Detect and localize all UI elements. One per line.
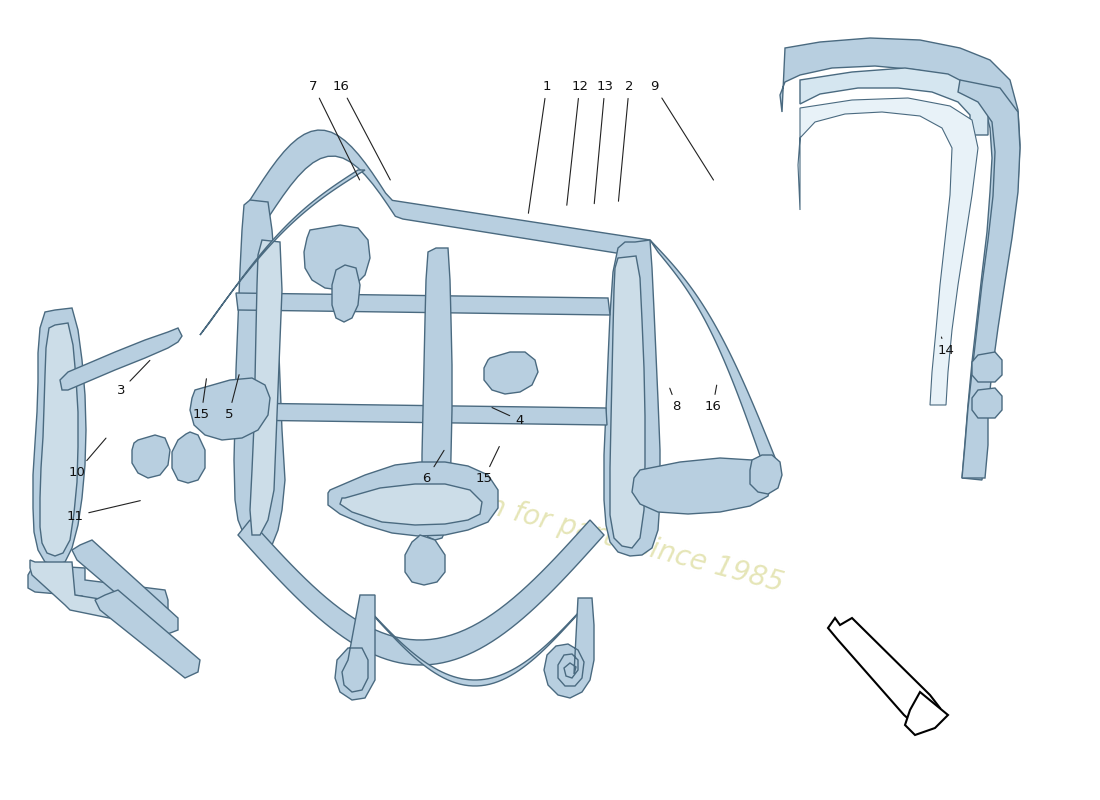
Text: 4: 4 xyxy=(492,407,524,426)
Polygon shape xyxy=(332,265,360,322)
Polygon shape xyxy=(250,130,650,256)
Polygon shape xyxy=(28,565,168,615)
Polygon shape xyxy=(235,403,607,425)
Polygon shape xyxy=(972,388,1002,418)
Polygon shape xyxy=(360,600,590,686)
Polygon shape xyxy=(484,352,538,394)
Polygon shape xyxy=(95,590,200,678)
Text: 5: 5 xyxy=(224,374,239,421)
Polygon shape xyxy=(236,293,611,315)
Polygon shape xyxy=(800,68,988,135)
Polygon shape xyxy=(30,560,168,630)
Polygon shape xyxy=(336,595,375,700)
Text: 3: 3 xyxy=(117,361,150,397)
Polygon shape xyxy=(610,256,645,548)
Polygon shape xyxy=(234,200,285,548)
Polygon shape xyxy=(828,618,940,722)
Polygon shape xyxy=(750,455,782,494)
Polygon shape xyxy=(905,692,948,735)
Text: 13: 13 xyxy=(594,80,614,204)
Text: EUROIMAGES: EUROIMAGES xyxy=(176,402,924,498)
Polygon shape xyxy=(304,225,370,290)
Polygon shape xyxy=(544,598,594,698)
Polygon shape xyxy=(958,80,1020,478)
Polygon shape xyxy=(200,170,365,335)
Polygon shape xyxy=(132,435,170,478)
Polygon shape xyxy=(650,240,780,470)
Polygon shape xyxy=(798,98,978,405)
Polygon shape xyxy=(40,323,78,556)
Text: 11: 11 xyxy=(66,501,141,522)
Text: 2: 2 xyxy=(618,80,634,202)
Polygon shape xyxy=(72,540,178,635)
Polygon shape xyxy=(422,248,452,540)
Polygon shape xyxy=(604,240,660,556)
Polygon shape xyxy=(405,535,446,585)
Polygon shape xyxy=(340,484,482,525)
Text: 15: 15 xyxy=(475,446,499,485)
Text: 14: 14 xyxy=(937,337,955,357)
Text: 1: 1 xyxy=(528,80,551,214)
Polygon shape xyxy=(190,378,270,440)
Polygon shape xyxy=(250,240,282,535)
Text: 10: 10 xyxy=(68,438,106,478)
Polygon shape xyxy=(632,458,772,514)
Text: 15: 15 xyxy=(192,378,210,421)
Text: 16: 16 xyxy=(332,80,390,180)
Polygon shape xyxy=(172,432,205,483)
Text: 7: 7 xyxy=(309,80,360,180)
Polygon shape xyxy=(328,462,498,536)
Text: 12: 12 xyxy=(566,80,588,206)
Polygon shape xyxy=(780,38,1020,480)
Text: 6: 6 xyxy=(422,450,444,485)
Text: a passion for parts since 1985: a passion for parts since 1985 xyxy=(374,462,786,598)
Polygon shape xyxy=(238,520,604,665)
Polygon shape xyxy=(972,352,1002,382)
Text: 9: 9 xyxy=(650,80,714,180)
Polygon shape xyxy=(60,328,182,390)
Polygon shape xyxy=(33,308,86,565)
Text: 8: 8 xyxy=(670,388,681,413)
Text: 16: 16 xyxy=(704,385,722,413)
